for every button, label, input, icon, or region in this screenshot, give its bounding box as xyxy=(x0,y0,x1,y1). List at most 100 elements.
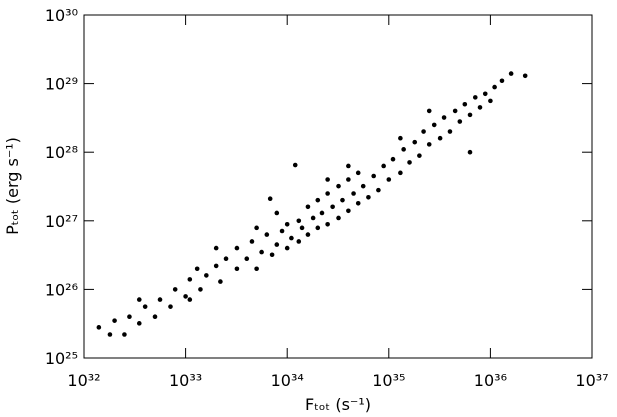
data-point xyxy=(198,287,203,292)
data-point xyxy=(371,173,376,179)
data-point xyxy=(142,304,148,309)
data-point xyxy=(398,170,403,176)
data-point xyxy=(213,245,219,251)
data-point xyxy=(284,245,290,251)
data-point xyxy=(376,187,381,193)
data-point xyxy=(234,266,240,272)
data-point xyxy=(213,263,219,269)
data-point xyxy=(407,160,412,165)
data-point xyxy=(346,208,351,214)
plot-frame xyxy=(83,14,593,359)
data-point xyxy=(467,149,473,155)
data-point xyxy=(340,197,345,203)
data-point xyxy=(264,232,270,237)
data-point xyxy=(194,266,200,272)
data-point xyxy=(421,129,426,134)
data-point xyxy=(390,156,396,162)
data-point xyxy=(336,183,341,189)
y-tick-label: 10²⁵ xyxy=(45,349,78,368)
data-point xyxy=(267,196,273,201)
data-point xyxy=(122,332,127,337)
data-point xyxy=(426,108,432,114)
data-point xyxy=(152,314,158,319)
data-point xyxy=(204,273,209,278)
y-tick-label: 10²⁸ xyxy=(45,143,78,162)
data-point xyxy=(398,135,403,141)
data-point xyxy=(315,197,321,203)
y-tick-label: 10²⁶ xyxy=(45,280,78,299)
data-point xyxy=(417,153,422,158)
data-point xyxy=(274,242,280,247)
data-point xyxy=(452,108,458,114)
data-point xyxy=(269,252,275,258)
y-axis-label: Pₜₒₜ (erg s⁻¹) xyxy=(3,137,22,235)
data-point xyxy=(467,112,473,118)
data-point xyxy=(254,266,259,272)
x-tick-label: 10³⁶ xyxy=(474,371,507,390)
data-point xyxy=(296,239,302,244)
data-point xyxy=(522,73,528,79)
data-point xyxy=(441,115,447,120)
data-point xyxy=(351,191,356,196)
data-point xyxy=(346,163,351,169)
data-point xyxy=(488,98,493,104)
data-point xyxy=(336,215,341,221)
data-point xyxy=(107,332,113,337)
data-point xyxy=(462,101,468,107)
y-tick-label: 10²⁷ xyxy=(45,212,78,231)
data-point xyxy=(96,325,102,330)
data-point xyxy=(183,294,188,299)
data-point xyxy=(279,228,285,234)
data-point xyxy=(381,163,386,169)
x-tick-label: 10³⁷ xyxy=(575,371,608,390)
data-point xyxy=(127,314,132,319)
data-point xyxy=(508,71,514,76)
data-point xyxy=(218,279,223,284)
data-point xyxy=(386,177,392,182)
data-point xyxy=(325,191,330,196)
data-point xyxy=(355,170,361,176)
data-point xyxy=(447,129,453,134)
data-point xyxy=(315,225,321,231)
x-tick-label: 10³³ xyxy=(169,371,202,390)
data-point xyxy=(136,321,142,326)
x-tick-label: 10³² xyxy=(67,371,100,390)
data-point xyxy=(330,204,335,210)
data-point xyxy=(249,239,255,244)
data-point xyxy=(472,95,478,100)
data-point xyxy=(296,218,302,224)
data-point xyxy=(412,139,418,145)
x-tick-label: 10³⁵ xyxy=(372,371,405,390)
data-point xyxy=(305,204,311,210)
data-point xyxy=(355,200,361,206)
data-point xyxy=(244,256,250,262)
data-point xyxy=(325,221,330,227)
data-point xyxy=(234,245,240,251)
data-point xyxy=(292,162,298,168)
data-point xyxy=(319,210,325,216)
data-point xyxy=(401,147,406,152)
data-point xyxy=(187,277,193,282)
data-point xyxy=(499,78,505,84)
data-point xyxy=(437,135,443,141)
data-point xyxy=(157,297,163,302)
data-point xyxy=(325,177,330,182)
data-point xyxy=(457,119,463,124)
data-point xyxy=(168,304,173,309)
data-point xyxy=(360,183,366,189)
data-point xyxy=(223,256,229,262)
data-point xyxy=(136,297,142,302)
data-point xyxy=(259,249,264,255)
data-point xyxy=(274,210,280,216)
data-point xyxy=(112,318,117,323)
data-point xyxy=(254,225,259,231)
data-point xyxy=(172,287,178,292)
data-point xyxy=(366,195,371,200)
data-point xyxy=(299,225,305,231)
data-point xyxy=(187,297,193,302)
data-point xyxy=(310,215,316,221)
data-point xyxy=(289,235,294,241)
x-axis-label: Fₜₒₜ (s⁻¹) xyxy=(305,395,371,414)
data-point xyxy=(284,221,290,227)
